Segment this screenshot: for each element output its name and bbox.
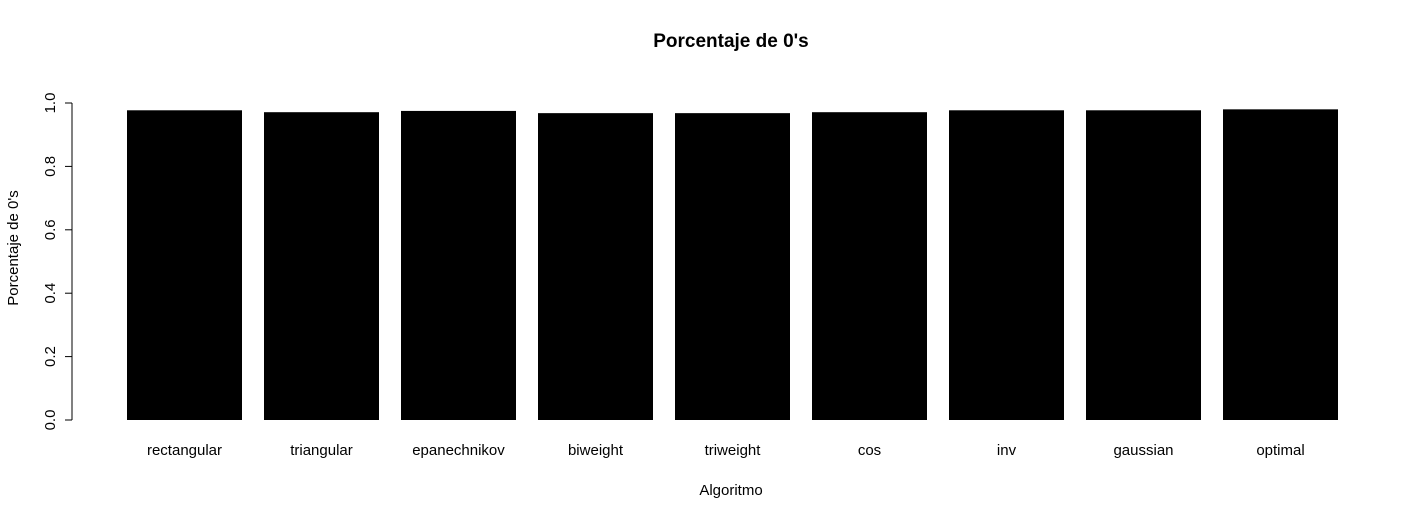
x-tick-label: gaussian [1113, 442, 1173, 459]
y-axis: 0.0 0.2 0.4 0.6 0.8 1.0 [42, 93, 73, 431]
bar-gaussian [1086, 110, 1201, 420]
x-axis-categories: rectangular triangular epanechnikov biweigh… [147, 442, 1305, 459]
y-tick-label: 0.6 [42, 219, 59, 240]
y-tick-label: 0.4 [42, 283, 59, 304]
x-tick-label: biweight [568, 442, 624, 459]
bar-triweight [675, 113, 790, 421]
y-tick-label: 1.0 [42, 93, 59, 114]
bar-epanechnikov [401, 110, 516, 421]
bar-biweight [538, 113, 653, 421]
x-tick-label: triangular [290, 442, 353, 459]
bar-triangular [264, 112, 379, 421]
y-tick-label: 0.2 [42, 346, 59, 367]
x-tick-label: triweight [705, 442, 762, 459]
x-tick-label: inv [997, 442, 1017, 459]
bar-inv [949, 110, 1064, 420]
bar-cos [812, 112, 927, 421]
y-axis-label: Porcentaje de 0's [5, 190, 22, 305]
bars-group [127, 109, 1338, 421]
y-tick-label: 0.0 [42, 410, 59, 431]
x-axis-label: Algoritmo [699, 482, 762, 499]
x-tick-label: rectangular [147, 442, 222, 459]
x-tick-label: optimal [1256, 442, 1304, 459]
y-tick-label: 0.8 [42, 156, 59, 177]
x-tick-label: cos [858, 442, 881, 459]
bar-rectangular [127, 110, 242, 420]
bar-optimal [1223, 109, 1338, 420]
chart-title: Porcentaje de 0's [653, 31, 809, 52]
x-tick-label: epanechnikov [412, 442, 505, 459]
